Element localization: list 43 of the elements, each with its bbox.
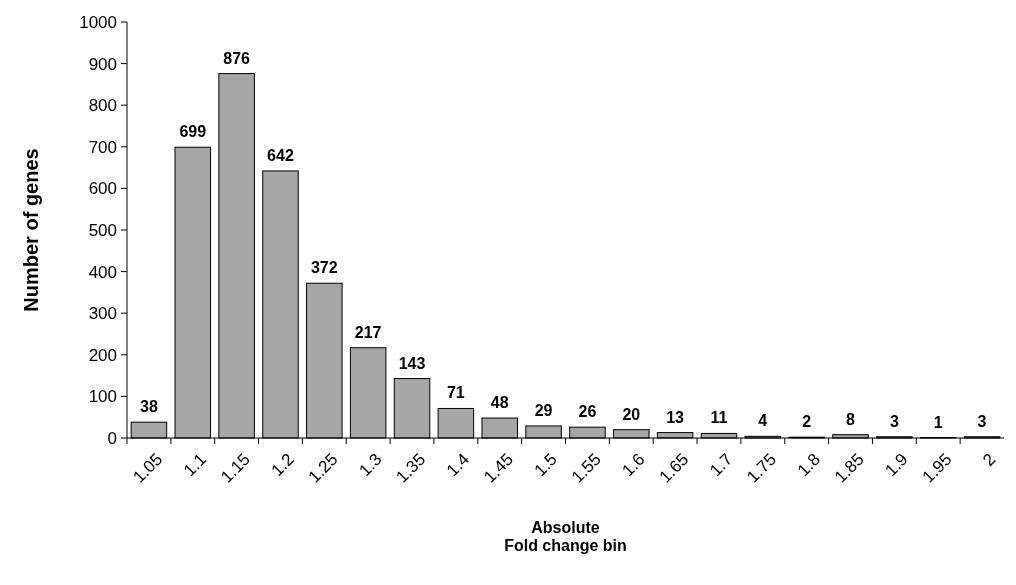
data-label: 217 [354, 323, 382, 341]
data-label: 11 [710, 409, 728, 427]
x-tick-label: 1.7 [706, 449, 737, 480]
y-tick-label: 300 [88, 304, 117, 324]
x-axis-title: Absolute Fold change bin [504, 519, 627, 554]
data-label: 4 [758, 412, 768, 430]
y-tick-label: 1000 [79, 12, 117, 32]
data-label: 642 [267, 146, 294, 164]
data-label: 2 [802, 413, 812, 431]
x-tick-label: 1.2 [267, 449, 298, 480]
data-label: 372 [310, 259, 338, 277]
data-label: 29 [534, 401, 553, 419]
data-label: 48 [490, 394, 509, 412]
data-label: 3 [977, 412, 987, 430]
x-tick-label: 1.4 [442, 449, 474, 480]
x-tick-label: 1.9 [881, 449, 912, 480]
y-tick-label: 700 [88, 137, 117, 157]
y-tick-label: 500 [88, 220, 117, 240]
y-tick-label: 600 [88, 179, 117, 199]
y-tick-label: 400 [88, 262, 117, 282]
data-label: 13 [666, 408, 685, 426]
x-tick-label: 1.6 [618, 449, 649, 480]
data-label: 3 [889, 412, 899, 430]
y-tick-label: 900 [88, 54, 117, 74]
data-label: 26 [578, 403, 597, 421]
x-tick-label: 1.1 [179, 449, 211, 480]
y-axis-title: Number of genes [20, 148, 42, 312]
data-label: 876 [223, 49, 251, 67]
y-tick-label: 200 [88, 345, 117, 365]
x-tick-label: 1.5 [530, 449, 561, 480]
data-label: 1 [933, 413, 943, 431]
data-label: 8 [846, 410, 856, 428]
x-tick-label: 1.3 [355, 449, 386, 480]
data-label: 71 [446, 384, 465, 402]
data-label: 20 [622, 405, 641, 423]
y-tick-label: 0 [107, 428, 117, 448]
data-label: 38 [140, 398, 158, 416]
x-tick-label: 2 [979, 449, 1000, 470]
x-tick-label: 1.8 [793, 449, 824, 480]
data-label: 143 [398, 354, 426, 372]
data-label: 699 [179, 123, 207, 141]
y-tick-label: 100 [88, 387, 117, 407]
y-tick-label: 800 [88, 96, 117, 116]
